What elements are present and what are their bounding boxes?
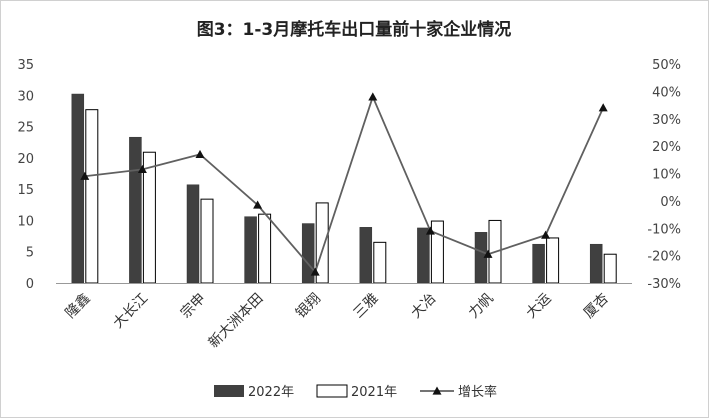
bar-2021 bbox=[546, 237, 560, 284]
right-tick-label: 30% bbox=[652, 113, 681, 128]
legend-line-marker bbox=[432, 386, 442, 395]
growth-point bbox=[137, 164, 147, 173]
right-tick-label: -10% bbox=[647, 222, 681, 237]
legend-2021-swatch bbox=[316, 384, 348, 398]
growth-point bbox=[80, 171, 90, 180]
growth-point bbox=[483, 249, 493, 258]
bar-2021 bbox=[603, 253, 617, 284]
legend-line-label: 增长率 bbox=[458, 384, 497, 400]
chart-title: 图3：1-3月摩托车出口量前十家企业情况 bbox=[197, 19, 512, 40]
bar-2022 bbox=[129, 136, 142, 284]
right-tick-label: 20% bbox=[652, 140, 681, 155]
bar-2022 bbox=[186, 184, 200, 284]
left-tick-label: 10 bbox=[17, 214, 34, 229]
right-tick-label: 0% bbox=[660, 195, 681, 210]
growth-point bbox=[253, 200, 263, 209]
growth-point bbox=[425, 226, 435, 235]
left-tick-label: 20 bbox=[17, 152, 34, 167]
bar-2021 bbox=[315, 202, 329, 284]
category-label: 厦杏 bbox=[581, 291, 612, 322]
left-tick-label: 35 bbox=[17, 58, 34, 73]
bar-series bbox=[71, 93, 617, 284]
growth-line-series bbox=[80, 92, 608, 276]
category-label: 新大洲本田 bbox=[206, 291, 267, 352]
bar-2022 bbox=[417, 227, 430, 284]
left-tick-label: 5 bbox=[26, 246, 34, 261]
right-tick-label: -30% bbox=[647, 277, 681, 292]
category-label: 大冶 bbox=[408, 291, 439, 322]
right-tick-label: -20% bbox=[647, 250, 681, 265]
bar-2021 bbox=[258, 213, 272, 284]
bar-2022 bbox=[532, 243, 545, 284]
growth-point bbox=[195, 149, 205, 158]
left-tick-label: 25 bbox=[17, 121, 34, 136]
category-label: 大长江 bbox=[110, 291, 151, 332]
bar-2021 bbox=[430, 220, 444, 284]
legend-2022-label: 2022年 bbox=[248, 385, 294, 400]
left-tick-label: 30 bbox=[17, 89, 34, 104]
bar-2021 bbox=[373, 241, 387, 284]
bar-2022 bbox=[589, 243, 603, 284]
left-tick-label: 15 bbox=[17, 183, 34, 198]
category-label: 宗申 bbox=[178, 291, 209, 322]
growth-line bbox=[84, 94, 605, 274]
growth-point bbox=[368, 92, 378, 101]
right-tick-label: 40% bbox=[652, 85, 681, 100]
growth-point bbox=[541, 230, 551, 239]
category-label: 隆鑫 bbox=[62, 290, 94, 322]
category-label: 银翔 bbox=[293, 291, 324, 322]
bar-2022 bbox=[71, 93, 85, 284]
legend-2021-label: 2021年 bbox=[351, 385, 397, 400]
category-label: 三雅 bbox=[351, 291, 382, 322]
bar-2021 bbox=[200, 198, 214, 284]
bar-2022 bbox=[244, 216, 257, 284]
growth-point bbox=[310, 267, 320, 276]
left-axis: 0 5 10 15 20 25 30 35 bbox=[17, 58, 34, 292]
category-label: 力帆 bbox=[466, 291, 497, 322]
growth-point bbox=[598, 103, 608, 112]
category-label: 大运 bbox=[523, 291, 554, 322]
left-tick-label: 0 bbox=[26, 277, 34, 292]
bar-2022 bbox=[359, 227, 373, 284]
legend-2022-swatch bbox=[214, 385, 244, 397]
right-tick-label: 50% bbox=[652, 58, 681, 73]
bar-2021 bbox=[85, 109, 99, 284]
right-axis: -30% -20% -10% 0% 10% 20% 30% 40% 50% bbox=[647, 58, 681, 292]
legend: 2022年 2021年 增长率 bbox=[214, 384, 497, 400]
right-tick-label: 10% bbox=[652, 168, 681, 183]
